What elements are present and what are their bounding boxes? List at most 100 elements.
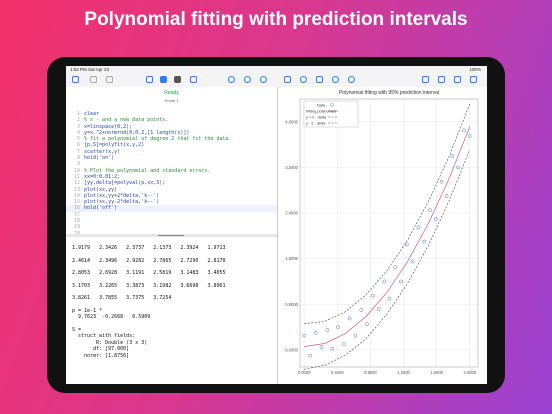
- run-button[interactable]: [160, 76, 167, 83]
- code-line: 2 % x - and a new data points.: [66, 117, 277, 123]
- data-point: [313, 330, 318, 335]
- data-point: [376, 306, 381, 311]
- undo-button[interactable]: [90, 76, 97, 83]
- data-point: [462, 128, 466, 133]
- plot-zoom-in[interactable]: [332, 76, 339, 83]
- editor-pane: Ready Home 1 1 clear 2 % x - and a new data…: [66, 87, 278, 384]
- curve: [304, 126, 470, 347]
- curve: [304, 104, 471, 324]
- status-date: Sat Apr 23: [88, 67, 110, 72]
- data-point: [456, 165, 460, 170]
- forward-button[interactable]: [190, 76, 197, 83]
- legend-label: y + 2 · delta: [306, 116, 327, 120]
- output-line: R: Double (3 x 3): [72, 339, 148, 346]
- toolbar: [66, 73, 487, 87]
- code-text: plot(xx,yy+2*delta,'k--'): [84, 192, 160, 199]
- code-line: 14 plot(xx,yy+2*delta,'k--'): [66, 193, 277, 199]
- help-button[interactable]: [300, 76, 307, 83]
- line-number: 17: [73, 211, 80, 218]
- code-line: 10 % Plot the polynomial and standard err…: [66, 168, 277, 174]
- code-text: hold('off'): [84, 205, 118, 212]
- code-text: % x - and a new data points.: [84, 117, 169, 124]
- data-point: [365, 322, 369, 327]
- screen: 1:52 PM Sat Apr 23 100% Ready Ho: [66, 66, 487, 384]
- plot-background: [278, 87, 487, 384]
- legend-label: Data: [317, 104, 326, 108]
- code-text: hold('on'): [84, 155, 115, 162]
- data-point: [433, 216, 438, 221]
- output-line: 2.4614 2.3496 2.9282 2.7865 2.7290 2.817…: [72, 257, 226, 264]
- data-point: [353, 333, 358, 338]
- stop-button[interactable]: [174, 76, 181, 83]
- line-number: 10: [73, 167, 80, 174]
- data-point: [302, 333, 306, 338]
- code-text: scatter(x,y): [84, 148, 121, 155]
- legend-box: [303, 100, 359, 128]
- code-line: 6 [p,S]=polyfit(x,y,2): [66, 142, 277, 148]
- redo-button[interactable]: [106, 76, 113, 83]
- line-number: 16: [73, 205, 80, 212]
- plot-frame: [299, 98, 479, 368]
- output-block: p = 1e-1 * 9.7623 -0.2668 0.5909: [72, 308, 272, 321]
- bars-button[interactable]: [470, 76, 477, 83]
- line-number: 18: [73, 218, 80, 225]
- code-line: 13 plot(xx,yy): [66, 187, 277, 193]
- output-line: struct with fields:: [72, 333, 136, 339]
- y-tick-label: 4.0000: [285, 119, 298, 124]
- data-point: [450, 154, 455, 158]
- data-point: [387, 296, 392, 301]
- output-line: S =: [72, 326, 82, 333]
- status-battery: 100%: [469, 67, 481, 72]
- x-tick-label: 0.8000: [364, 370, 377, 375]
- code-line: 4 y=x.^2+normrnd(0,0.2,[1 length(x)]): [66, 130, 277, 136]
- output-block: 3.1703 3.2265 3.3873 3.1982 3.6698 3.896…: [72, 283, 272, 290]
- line-number: 7: [76, 148, 80, 155]
- code-line: 1 clear: [66, 111, 277, 117]
- line-number: 15: [73, 199, 80, 206]
- data-point: [439, 179, 444, 184]
- output-block: 2.4614 2.3496 2.9282 2.7865 2.7290 2.817…: [72, 258, 272, 265]
- status-time: 1:52 PM: [70, 67, 87, 72]
- editor-tab[interactable]: Home 1: [164, 98, 179, 103]
- plot-zoom-out[interactable]: [348, 76, 355, 83]
- settings-button[interactable]: [228, 76, 235, 83]
- code-text: % fit a polynomial of degree 2 that fit …: [84, 136, 232, 143]
- line-number: 6: [76, 142, 80, 149]
- output-line: 3.8261 3.7855 3.7375 3.7254: [72, 295, 172, 301]
- output-block: 1.9179 2.3426 2.3737 2.1373 2.3924 1.971…: [72, 245, 272, 252]
- code-text: xx=0:0.01:2;: [84, 173, 121, 180]
- legend-label: y - 2 · delta: [306, 122, 326, 126]
- code-editor[interactable]: 1 clear 2 % x - and a new data points. 3 x=li…: [66, 111, 277, 237]
- code-line: 18: [66, 218, 277, 224]
- x-tick-label: 0.4000: [331, 370, 344, 375]
- line-number: 2: [76, 117, 80, 124]
- line-number: 12: [73, 180, 80, 187]
- history-button[interactable]: [316, 76, 323, 83]
- chart-title: Polynomial fitting with 95% prediction i…: [339, 90, 439, 96]
- line-number: 14: [73, 192, 80, 199]
- back-button[interactable]: [146, 76, 153, 83]
- output-line: df: [97.000]: [72, 346, 130, 352]
- headline: Polynomial fitting with prediction inter…: [84, 9, 468, 30]
- data-point: [393, 265, 398, 270]
- files-button[interactable]: [72, 76, 79, 83]
- expand-button[interactable]: [284, 76, 291, 83]
- share-button[interactable]: [422, 76, 429, 83]
- code-line: 3 x=linspace(0,2);: [66, 124, 277, 130]
- code-text: y=x.^2+normrnd(0,0.2,[1 length(x)]): [84, 129, 190, 136]
- data-point: [336, 325, 340, 329]
- y-tick-label: 2.4000: [285, 211, 298, 216]
- data-point: [410, 259, 415, 264]
- export-button[interactable]: [438, 76, 445, 83]
- code-line: 5 % fit a polynomial of degree 2 that fit…: [66, 136, 277, 142]
- output-line: 9.7623 -0.2668 0.5909: [72, 314, 151, 320]
- zoom-in-button[interactable]: [244, 76, 251, 83]
- line-number: 4: [76, 129, 80, 136]
- chart-button[interactable]: [454, 76, 461, 83]
- x-tick-label: 1.6000: [430, 370, 443, 375]
- data-point: [319, 345, 324, 349]
- data-point: [308, 353, 312, 358]
- zoom-out-button[interactable]: [260, 76, 267, 83]
- output-line: 1.9179 2.3426 2.3737 2.1373 2.3924 1.971…: [72, 245, 226, 251]
- line-number: 1: [76, 111, 80, 117]
